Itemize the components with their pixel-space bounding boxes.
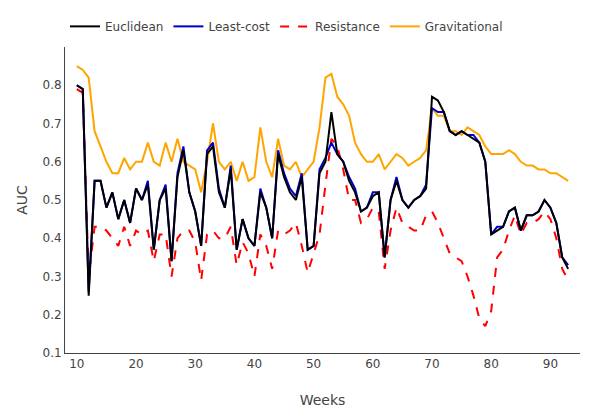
svg-text:Least-cost: Least-cost [208,20,270,34]
svg-text:60: 60 [365,357,380,371]
svg-text:90: 90 [543,357,558,371]
svg-text:20: 20 [128,357,143,371]
svg-text:AUC: AUC [14,185,30,215]
svg-text:80: 80 [484,357,499,371]
svg-text:Euclidean: Euclidean [105,20,163,34]
svg-text:0.4: 0.4 [43,231,62,245]
svg-text:Gravitational: Gravitational [425,20,503,34]
svg-text:0.7: 0.7 [43,117,62,131]
svg-text:70: 70 [424,357,439,371]
svg-text:0.2: 0.2 [43,308,62,322]
svg-text:50: 50 [306,357,321,371]
svg-text:30: 30 [188,357,203,371]
svg-text:0.5: 0.5 [43,193,62,207]
svg-text:40: 40 [247,357,262,371]
svg-text:Resistance: Resistance [315,20,380,34]
svg-text:10: 10 [69,357,84,371]
svg-text:0.8: 0.8 [43,78,62,92]
svg-text:Weeks: Weeks [300,392,346,408]
svg-text:0.3: 0.3 [43,270,62,284]
svg-text:0.6: 0.6 [43,155,62,169]
svg-text:0.1: 0.1 [43,346,62,360]
